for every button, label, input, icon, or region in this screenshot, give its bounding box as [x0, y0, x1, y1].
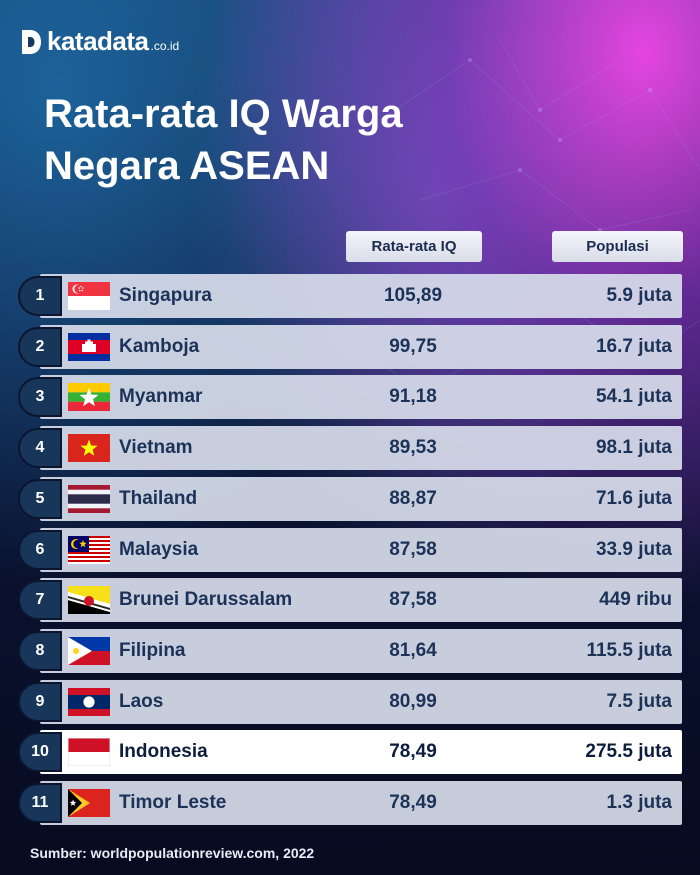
- country-name: Kamboja: [119, 335, 200, 357]
- iq-value: 91,18: [389, 386, 437, 408]
- rank-badge: 6: [18, 529, 62, 570]
- country-name: Indonesia: [119, 741, 208, 763]
- page-title: Rata-rata IQ Warga Negara ASEAN: [44, 88, 604, 192]
- table-row: 4 Vietnam 89,53 98.1 juta: [18, 426, 682, 471]
- country-name: Filipina: [119, 639, 186, 661]
- population-value: 115.5 juta: [586, 639, 672, 661]
- row-background: [40, 324, 682, 369]
- table-row: 3 Myanmar 91,18 54.1 juta: [18, 375, 682, 420]
- rank-badge: 5: [18, 478, 62, 519]
- table-row: 10 Indonesia 78,49 275.5 juta: [18, 730, 682, 775]
- country-name: Singapura: [119, 285, 212, 306]
- row-background: [40, 730, 682, 775]
- myanmar-flag-icon: [68, 383, 110, 412]
- rank-badge: 11: [18, 783, 62, 823]
- iq-value: 87,58: [389, 589, 437, 611]
- rank-badge: 2: [18, 326, 62, 367]
- population-value: 33.9 juta: [595, 538, 672, 560]
- country-name: Laos: [119, 690, 164, 712]
- rank-badge: 10: [18, 732, 62, 773]
- population-value: 7.5 juta: [606, 690, 672, 712]
- row-background: [40, 578, 682, 623]
- table-row: 7 Brunei Darussalam 87,58 449 ribu: [18, 578, 682, 623]
- malaysia-flag-icon: [68, 535, 110, 564]
- title-line-1: Rata-rata IQ Warga: [44, 92, 403, 136]
- iq-value: 89,53: [389, 437, 437, 459]
- country-name: Timor Leste: [119, 792, 227, 813]
- row-background: [40, 628, 682, 673]
- population-value: 5.9 juta: [606, 285, 672, 306]
- table-row: 1 Singapura 105,89 5.9 juta: [18, 274, 682, 318]
- singapore-flag-icon: [68, 282, 110, 310]
- cambodia-flag-icon: [68, 332, 110, 361]
- table-row: 5 Thailand 88,87 71.6 juta: [18, 476, 682, 521]
- source-note: Sumber: worldpopulationreview.com, 2022: [30, 845, 315, 861]
- rank-badge: 7: [18, 580, 62, 621]
- rank-badge: 8: [18, 630, 62, 671]
- rank-badge: 9: [18, 681, 62, 722]
- row-background: [40, 476, 682, 521]
- laos-flag-icon: [68, 687, 110, 716]
- katadata-logo-icon: [20, 29, 42, 55]
- rank-badge: 3: [18, 377, 62, 418]
- row-background: [40, 679, 682, 724]
- logo-suffix: .co.id: [150, 38, 180, 53]
- rank-badge: 1: [18, 276, 62, 316]
- population-value: 16.7 juta: [595, 335, 672, 357]
- table-row: 8 Filipina 81,64 115.5 juta: [18, 628, 682, 673]
- title-line-2: Negara ASEAN: [44, 144, 330, 188]
- row-background: [40, 527, 682, 572]
- country-name: Myanmar: [119, 386, 203, 408]
- vietnam-flag-icon: [68, 434, 110, 463]
- iq-value: 78,49: [389, 741, 437, 763]
- column-header-population: Populasi: [552, 231, 683, 262]
- philippines-flag-icon: [68, 636, 110, 665]
- logo-text: katadata: [47, 26, 149, 56]
- table-row: 9 Laos 80,99 7.5 juta: [18, 679, 682, 724]
- population-value: 1.3 juta: [606, 792, 672, 813]
- population-value: 275.5 juta: [585, 741, 672, 763]
- iq-value: 99,75: [389, 335, 437, 357]
- country-name: Malaysia: [119, 538, 199, 560]
- country-name: Brunei Darussalam: [119, 589, 293, 611]
- brunei-flag-icon: [68, 586, 110, 615]
- iq-value: 78,49: [389, 792, 437, 813]
- row-background: [40, 781, 682, 825]
- population-value: 71.6 juta: [595, 487, 672, 509]
- iq-value: 88,87: [389, 487, 437, 509]
- country-name: Vietnam: [119, 437, 193, 459]
- row-background: [40, 274, 682, 318]
- katadata-logo: katadata .co.id: [20, 26, 179, 57]
- table-row: 6 Malaysia 87,58 33.9 juta: [18, 527, 682, 572]
- table-row: 2 Kamboja 99,75 16.7 juta: [18, 324, 682, 369]
- row-background: [40, 426, 682, 471]
- iq-value: 87,58: [389, 538, 437, 560]
- population-value: 449 ribu: [599, 589, 672, 611]
- iq-value: 105,89: [383, 285, 443, 306]
- row-background: [40, 375, 682, 420]
- country-name: Thailand: [119, 487, 198, 509]
- thailand-flag-icon: [68, 484, 110, 513]
- table-row: 11 Timor Leste 78,49 1.3 juta: [18, 781, 682, 825]
- iq-value: 81,64: [389, 639, 437, 661]
- indonesia-flag-icon: [68, 738, 110, 767]
- iq-value: 80,99: [389, 690, 437, 712]
- population-value: 98.1 juta: [595, 437, 672, 459]
- timor-leste-flag-icon: [68, 789, 110, 817]
- rank-badge: 4: [18, 428, 62, 469]
- population-value: 54.1 juta: [595, 386, 672, 408]
- column-header-iq: Rata-rata IQ: [346, 231, 482, 262]
